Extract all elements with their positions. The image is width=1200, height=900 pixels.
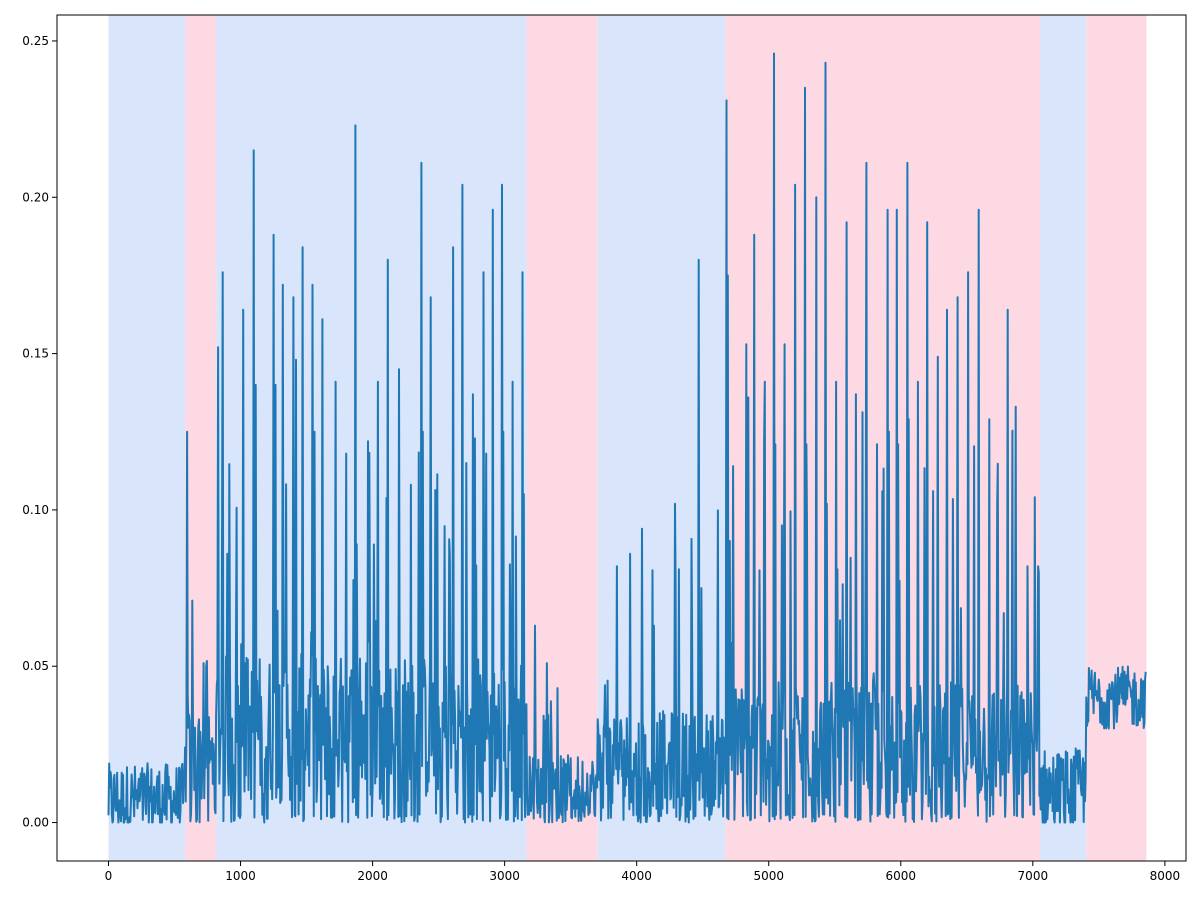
- series-layer: [107, 52, 1147, 824]
- series-line-0: [107, 52, 1147, 824]
- x-tick-label-0: 0: [105, 869, 113, 883]
- x-tick-label-6: 6000: [886, 869, 917, 883]
- x-tick-label-2: 2000: [357, 869, 388, 883]
- x-tick-label-8: 8000: [1150, 869, 1181, 883]
- y-axis: 0.00 0.05 0.10 0.15 0.20 0.25: [22, 34, 57, 830]
- x-tick-label-1: 1000: [225, 869, 256, 883]
- y-tick-label-0: 0.00: [22, 816, 49, 830]
- background-regions: [108, 15, 1147, 861]
- plot-frame: [56, 14, 1187, 862]
- background-region-3: [526, 15, 598, 861]
- x-axis: 0 1000 2000 3000 4000 5000 6000 7000 8000: [105, 861, 1180, 883]
- background-region-0: [108, 15, 186, 861]
- background-region-7: [1086, 15, 1147, 861]
- y-tick-label-3: 0.15: [22, 347, 49, 361]
- x-tick-label-5: 5000: [753, 869, 784, 883]
- x-tick-label-3: 3000: [489, 869, 520, 883]
- x-tick-label-4: 4000: [621, 869, 652, 883]
- x-tick-label-7: 7000: [1018, 869, 1049, 883]
- y-tick-label-1: 0.05: [22, 659, 49, 673]
- background-region-6: [1040, 15, 1087, 861]
- y-tick-label-5: 0.25: [22, 34, 49, 48]
- y-tick-label-2: 0.10: [22, 503, 49, 517]
- y-tick-label-4: 0.20: [22, 190, 49, 204]
